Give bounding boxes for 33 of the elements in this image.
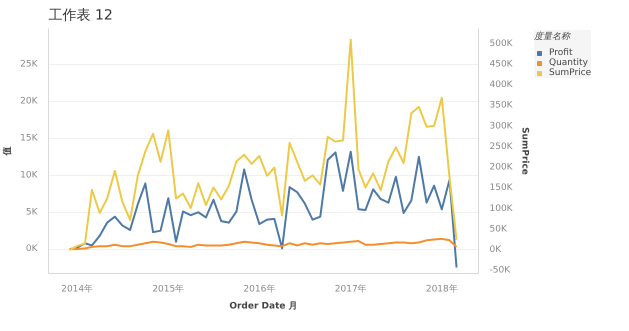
chart-title: 工作表 12: [48, 8, 113, 24]
y2-tick-label: 500K: [490, 38, 514, 49]
y-tick-label: 5K: [26, 207, 39, 218]
y2-tick-label: 50K: [490, 224, 508, 234]
y-axis-title: 值: [2, 146, 14, 156]
y-tick-label: 20K: [20, 96, 39, 107]
y-tick-label: 0K: [26, 244, 39, 254]
x-tick-label: 2014年: [61, 284, 94, 294]
x-axis-title: Order Date 月: [229, 300, 298, 312]
y2-tick-label: 0K: [490, 245, 502, 256]
legend-title: 度量名称: [534, 30, 572, 43]
y2-axis-title: SumPrice: [520, 127, 530, 175]
x-tick-label: 2015年: [152, 284, 184, 294]
x-tick-label: 2018年: [426, 284, 458, 294]
y2-tick-label: 200K: [490, 162, 514, 173]
y2-tick-label: 100K: [490, 204, 514, 214]
legend-label: Profit: [549, 48, 572, 58]
y-tick-label: 15K: [20, 133, 39, 144]
y2-tick-label: 250K: [490, 142, 514, 152]
x-tick-label: 2016年: [243, 284, 276, 294]
y2-tick-label: 300K: [490, 121, 514, 132]
line-series: [68, 38, 458, 252]
legend-label: Quantity: [549, 58, 588, 68]
y2-tick-label: -50K: [490, 266, 512, 276]
y2-tick-label: 150K: [490, 183, 514, 194]
y-tick-label: 25K: [20, 60, 39, 70]
y2-tick-label: 350K: [490, 100, 514, 111]
y2-tick-label: 400K: [490, 80, 514, 90]
x-tick-label: 2017年: [334, 284, 367, 294]
y2-tick-label: 450K: [490, 59, 514, 70]
legend-label: SumPrice: [549, 68, 592, 78]
y-tick-label: 10K: [20, 170, 39, 180]
line-series: [68, 238, 458, 250]
